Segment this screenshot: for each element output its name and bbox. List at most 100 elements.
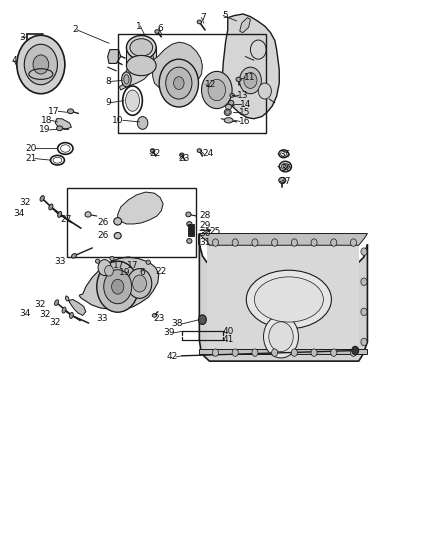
Circle shape — [361, 248, 367, 255]
Text: 15: 15 — [239, 108, 250, 117]
Circle shape — [17, 35, 65, 94]
Circle shape — [240, 67, 261, 94]
Circle shape — [350, 239, 357, 246]
Circle shape — [361, 338, 367, 346]
Circle shape — [173, 77, 184, 90]
Ellipse shape — [54, 300, 59, 305]
Circle shape — [352, 346, 359, 355]
Text: 1: 1 — [136, 22, 142, 31]
Text: 25: 25 — [209, 228, 221, 237]
Ellipse shape — [254, 277, 323, 322]
Polygon shape — [108, 50, 121, 63]
Polygon shape — [120, 54, 154, 90]
Text: 38: 38 — [172, 319, 183, 328]
Circle shape — [272, 349, 278, 357]
Bar — [187, 224, 194, 236]
Text: 20: 20 — [25, 144, 36, 153]
Ellipse shape — [95, 259, 100, 263]
Circle shape — [252, 349, 258, 357]
Polygon shape — [240, 18, 251, 33]
Text: 9: 9 — [105, 98, 111, 107]
Circle shape — [361, 278, 367, 286]
Ellipse shape — [230, 93, 234, 97]
Text: 27: 27 — [60, 215, 71, 224]
Text: 16: 16 — [239, 117, 250, 126]
Ellipse shape — [40, 196, 44, 201]
Text: 4: 4 — [12, 56, 17, 64]
Text: 34: 34 — [19, 309, 30, 318]
Ellipse shape — [150, 149, 155, 152]
Text: 42: 42 — [166, 352, 177, 361]
Text: 2: 2 — [73, 26, 78, 35]
Ellipse shape — [224, 118, 233, 123]
Text: 30: 30 — [199, 229, 211, 238]
Ellipse shape — [127, 55, 156, 76]
Circle shape — [252, 239, 258, 246]
Circle shape — [331, 349, 337, 357]
Polygon shape — [199, 233, 367, 245]
Polygon shape — [55, 119, 71, 130]
Text: 10: 10 — [112, 116, 124, 125]
Ellipse shape — [70, 312, 73, 319]
Text: 18: 18 — [41, 116, 52, 125]
Text: 14: 14 — [240, 100, 251, 109]
Circle shape — [198, 315, 206, 325]
Ellipse shape — [114, 217, 122, 225]
Text: 8: 8 — [105, 77, 111, 86]
Circle shape — [105, 265, 113, 276]
Ellipse shape — [114, 232, 121, 239]
Text: 26: 26 — [98, 219, 109, 228]
Bar — [118, 34, 266, 133]
Ellipse shape — [122, 72, 131, 87]
Circle shape — [166, 67, 192, 99]
Polygon shape — [199, 349, 367, 354]
Circle shape — [311, 239, 317, 246]
Polygon shape — [152, 42, 202, 94]
Text: 39: 39 — [163, 328, 174, 337]
Polygon shape — [118, 192, 163, 224]
Text: 41: 41 — [223, 335, 234, 344]
Polygon shape — [199, 233, 367, 361]
Ellipse shape — [71, 254, 77, 258]
Text: 11: 11 — [244, 73, 256, 82]
Circle shape — [350, 349, 357, 357]
Text: 19: 19 — [120, 269, 131, 277]
Ellipse shape — [282, 164, 289, 169]
Text: 40: 40 — [223, 327, 234, 336]
Ellipse shape — [58, 212, 62, 217]
Polygon shape — [223, 14, 279, 119]
Ellipse shape — [279, 161, 291, 172]
Text: 32: 32 — [19, 198, 30, 207]
Ellipse shape — [49, 204, 53, 210]
Text: 12: 12 — [205, 80, 216, 89]
Ellipse shape — [226, 104, 232, 110]
Ellipse shape — [124, 75, 129, 84]
Text: 17: 17 — [48, 107, 60, 116]
Text: 26: 26 — [98, 231, 109, 240]
Text: 28: 28 — [199, 212, 211, 221]
Circle shape — [33, 55, 49, 74]
Circle shape — [291, 349, 297, 357]
Ellipse shape — [197, 20, 201, 24]
Ellipse shape — [186, 212, 191, 217]
Text: 37: 37 — [279, 177, 291, 186]
Text: 32: 32 — [34, 300, 45, 309]
Circle shape — [212, 239, 219, 246]
Text: 29: 29 — [199, 221, 211, 230]
Circle shape — [159, 59, 198, 107]
Circle shape — [244, 72, 257, 88]
Ellipse shape — [224, 109, 231, 116]
Circle shape — [331, 239, 337, 246]
Ellipse shape — [85, 212, 91, 217]
Text: 17: 17 — [113, 261, 125, 270]
Ellipse shape — [127, 36, 156, 60]
Text: 22: 22 — [149, 149, 160, 158]
Text: 21: 21 — [25, 154, 36, 163]
Text: 23: 23 — [179, 154, 190, 163]
Text: 13: 13 — [237, 91, 249, 100]
Circle shape — [138, 117, 148, 130]
Text: 5: 5 — [223, 11, 228, 20]
Text: 36: 36 — [280, 164, 292, 173]
Text: 19: 19 — [39, 125, 51, 134]
Ellipse shape — [152, 313, 156, 317]
